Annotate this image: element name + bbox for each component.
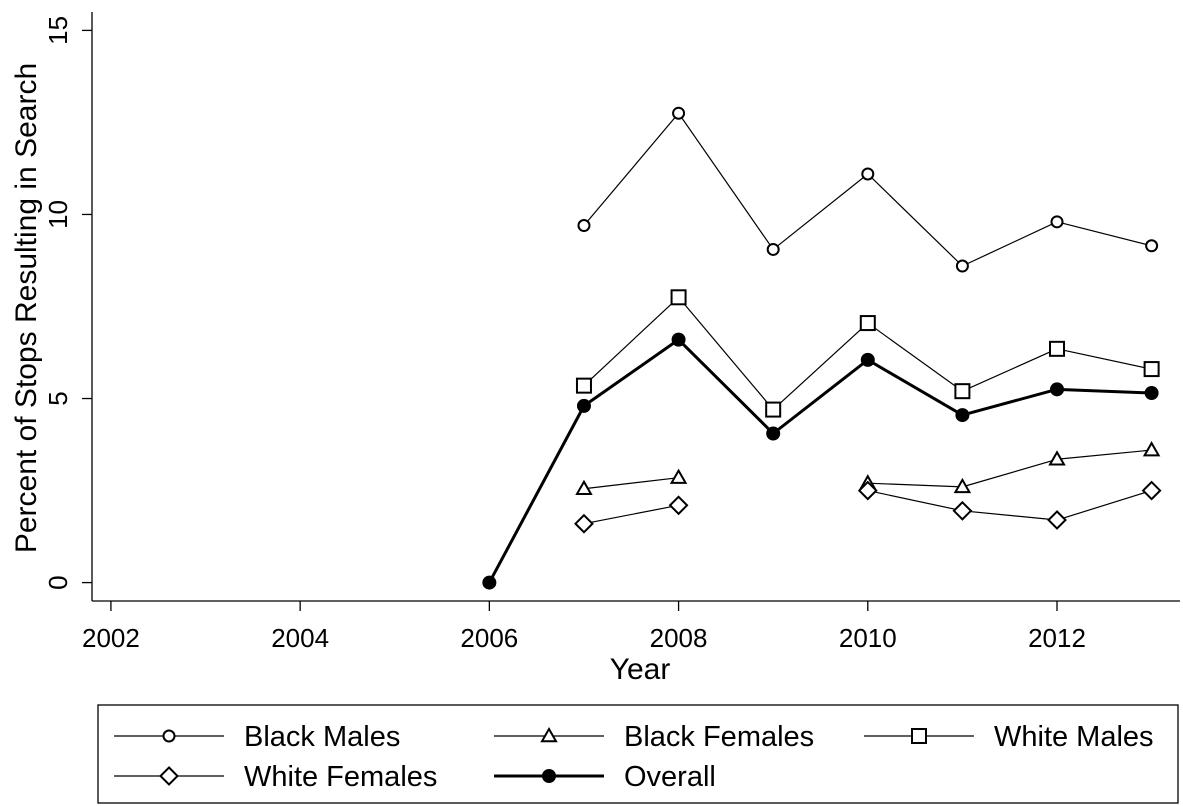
legend-marker-white-females: [159, 766, 179, 786]
legend-label-black-males: Black Males: [244, 721, 400, 753]
plot-area: [482, 106, 1162, 590]
data-point-black-males: [766, 242, 780, 256]
data-point-white-males: [1049, 340, 1066, 357]
data-point-white-males: [575, 377, 592, 394]
series-line-white-females: [867, 489, 1152, 521]
data-point-black-males: [1145, 239, 1159, 253]
data-point-black-males: [672, 106, 686, 120]
data-point-overall: [671, 332, 686, 347]
series-white-males: [575, 289, 1160, 418]
data-point-white-males: [765, 401, 782, 418]
x-tick-label: 2002: [82, 623, 140, 653]
legend-marker-black-males: [162, 729, 176, 743]
legend-item-black-females: Black Females: [494, 721, 814, 753]
series-white-females: [574, 480, 1162, 534]
data-point-black-females: [1048, 450, 1066, 466]
legend-label-overall: Overall: [624, 761, 716, 793]
legend-marker-white-males: [911, 728, 927, 744]
legend-marker-black-females: [540, 726, 558, 743]
legend-item-white-males: White Males: [864, 721, 1154, 753]
data-point-overall: [860, 352, 875, 367]
data-point-white-females: [668, 495, 689, 516]
y-tick-label: 15: [43, 16, 73, 45]
data-point-overall: [1050, 382, 1065, 397]
series-black-males: [577, 106, 1159, 273]
series-line-black-females: [867, 449, 1152, 488]
data-point-white-females: [574, 513, 594, 534]
legend-item-white-females: White Females: [114, 761, 437, 793]
x-tick-label: 2006: [460, 623, 518, 653]
series-overall: [482, 332, 1159, 590]
data-point-white-females: [952, 500, 973, 521]
data-point-overall: [766, 426, 781, 441]
series-line-black-females: [583, 477, 679, 490]
data-point-overall: [955, 408, 970, 423]
x-tick-label: 2010: [839, 623, 897, 653]
x-axis-label: Year: [610, 653, 671, 686]
legend-item-black-males: Black Males: [114, 721, 400, 753]
data-point-white-males: [859, 315, 876, 332]
legend-item-overall: Overall: [494, 761, 716, 793]
axes: 0 5 10 15 2002 2004 2006 2008 2010 2012: [43, 12, 1180, 653]
x-tick-label: 2012: [1028, 623, 1086, 653]
x-tick-label: 2004: [271, 623, 329, 653]
data-point-black-females: [669, 468, 688, 484]
y-tick-label: 5: [43, 391, 73, 405]
legend-label-white-males: White Males: [994, 721, 1154, 753]
data-point-white-males: [954, 383, 971, 400]
data-point-white-females: [1141, 480, 1162, 501]
data-point-black-females: [953, 477, 972, 494]
data-point-overall: [482, 575, 497, 590]
legend-box: [97, 704, 1179, 804]
data-point-white-males: [670, 289, 687, 306]
data-point-black-males: [861, 167, 875, 181]
data-point-black-females: [575, 479, 593, 495]
data-point-overall: [1144, 386, 1159, 401]
data-point-white-females: [857, 480, 878, 501]
data-point-white-males: [1143, 361, 1160, 378]
data-point-black-females: [1142, 441, 1161, 457]
y-axis-label: Percent of Stops Resulting in Search: [10, 63, 43, 553]
x-tick-label: 2008: [650, 623, 708, 653]
series-line-white-females: [583, 504, 679, 525]
data-point-white-females: [1047, 510, 1067, 530]
legend-marker-overall: [542, 769, 556, 783]
data-point-overall: [576, 398, 591, 413]
legend-label-white-females: White Females: [244, 761, 437, 793]
legend: Black Males Black Females White Males White…: [97, 704, 1179, 804]
legend-label-black-females: Black Females: [624, 721, 814, 753]
y-tick-label: 0: [43, 575, 73, 589]
data-point-black-males: [955, 259, 969, 273]
data-point-black-males: [1050, 215, 1064, 229]
series-line-overall: [488, 338, 1152, 584]
y-tick-label: 10: [43, 200, 73, 229]
data-point-black-males: [577, 219, 591, 233]
